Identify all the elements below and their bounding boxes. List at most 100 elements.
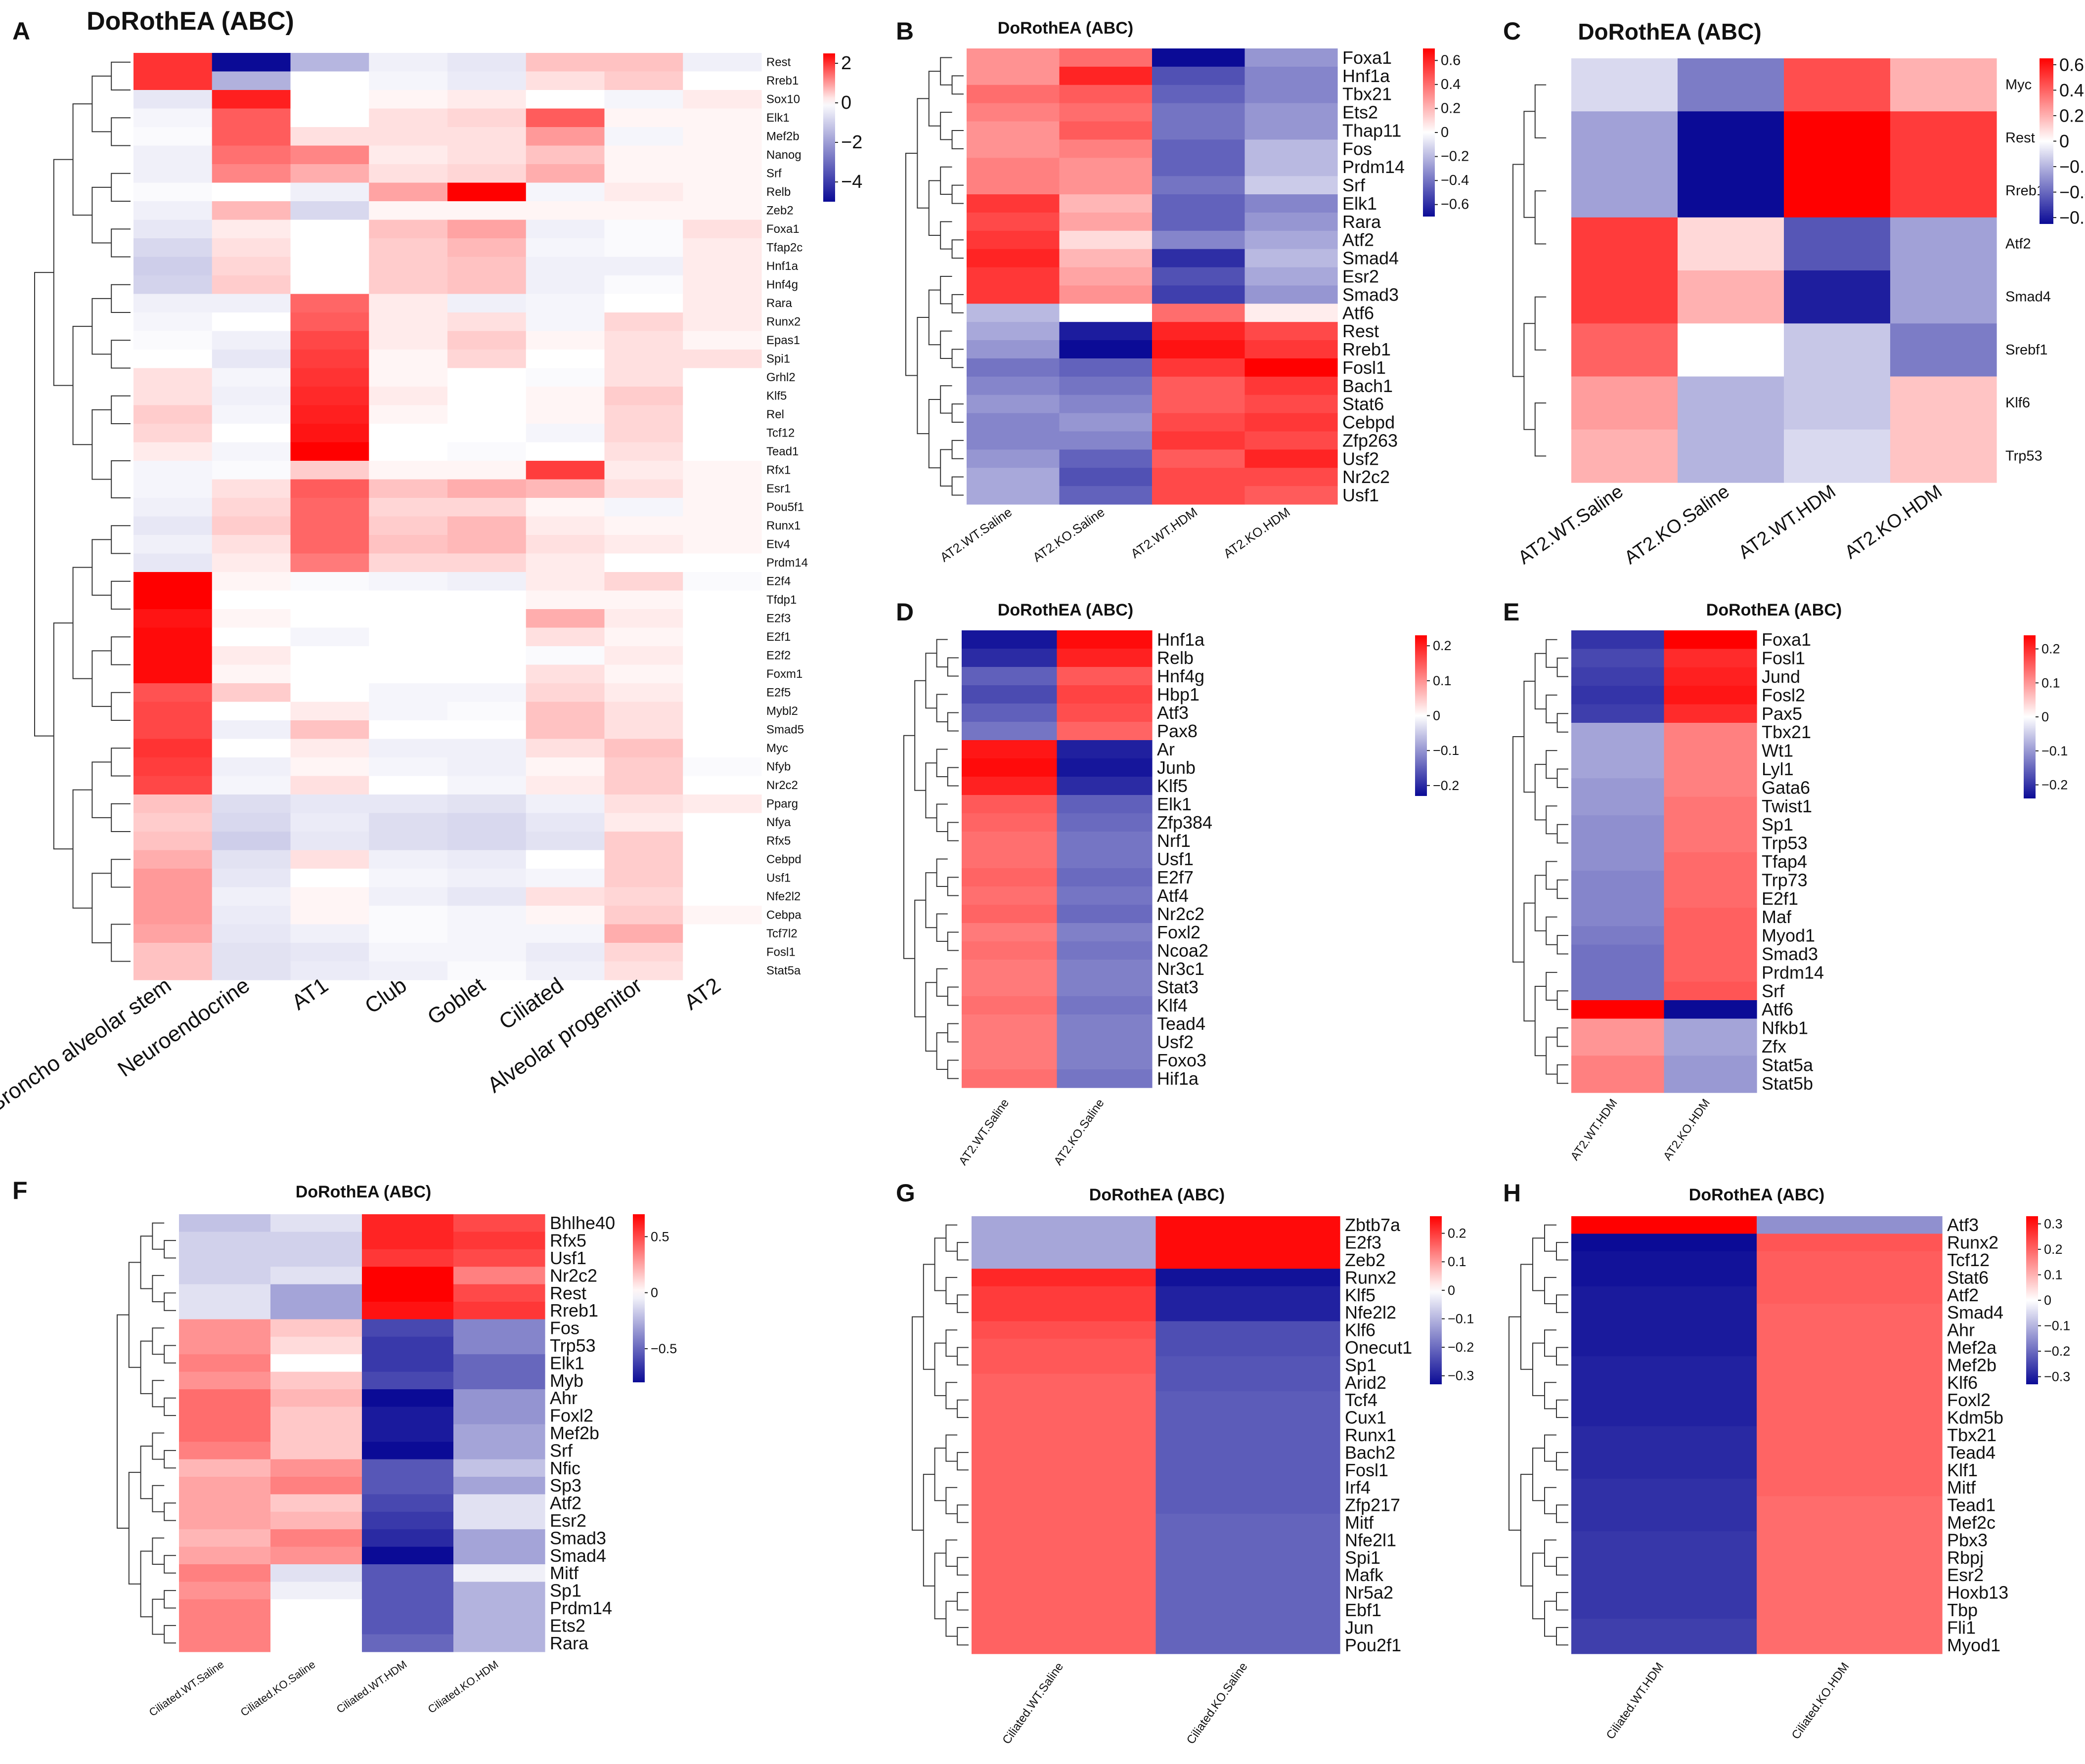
panel-F-row-label: Prdm14 [550,1598,612,1618]
panel-A-cell [369,850,448,869]
panel-F-title: DoRothEA (ABC) [296,1183,431,1201]
panel-A-cell [290,71,369,90]
panel-B-row-label: Nr2c2 [1342,467,1390,487]
panel-A-cell [604,664,683,684]
panel-E-dendrogram-branch [1546,1036,1557,1075]
panel-A-cell [683,220,762,239]
panel-B: B DoRothEA (ABC) Foxa1Hnf1aTbx21Ets2Thap11… [896,17,1469,565]
panel-F-row-label: Myb [550,1370,583,1391]
panel-A-cell [369,461,448,480]
panel-B-cell [1244,139,1338,158]
panel-G-dendrogram-branch [945,1329,958,1357]
panel-E-cell [1571,926,1665,945]
panel-F-cell [362,1529,454,1547]
panel-D-colorbar-tick-label: 0.1 [1433,673,1452,688]
panel-F-cell [453,1214,545,1232]
panel-H-cell [1757,1286,1943,1304]
panel-H-cell [1571,1636,1757,1654]
panel-B-cell [1152,304,1245,322]
panel-A-cell [447,387,527,406]
panel-A-cell [369,90,448,109]
panel-A-cell [447,609,527,628]
panel-H-cell [1571,1461,1757,1479]
panel-A-cell [212,924,291,943]
panel-A-cell [290,220,369,239]
panel-B-cell [1152,267,1245,286]
panel-B-cell [1152,449,1245,468]
panel-C-cell [1678,323,1784,377]
panel-A-cell [369,535,448,554]
panel-G-cell [972,1338,1156,1357]
panel-B-cell [1244,48,1338,67]
panel-D-row-label: Foxl2 [1157,922,1200,942]
panel-B-cell [967,121,1060,140]
panel-A-dendrogram-branch [111,924,131,962]
panel-A-cell [683,442,762,461]
panel-G-cell [972,1479,1156,1497]
panel-H-cell [1757,1513,1943,1532]
panel-A-cell [604,71,683,90]
panel-B-row-label: Thap11 [1342,120,1401,140]
panel-A-cell [526,646,605,665]
panel-A-row-label: E2f2 [766,649,791,662]
panel-B-cell [1244,486,1338,505]
panel-B-dendrogram-branch [940,276,952,305]
panel-F-cell [362,1407,454,1425]
panel-A-cell [290,387,369,406]
panel-A-cell [526,275,605,295]
panel-B-dendrogram-branch [905,153,918,376]
panel-A-cell [212,71,291,90]
panel-E-row-label: Tfap4 [1762,851,1807,872]
panel-A-cell [447,405,527,424]
panel-A-cell [133,794,213,814]
panel-D-cell [1057,630,1153,649]
panel-H-cell [1757,1566,1943,1584]
panel-A-cell [212,108,291,128]
panel-E-cell [1571,796,1665,816]
panel-A-cell [369,553,448,573]
panel-A-dendrogram-branch [91,539,112,596]
panel-A-cell [133,331,213,350]
panel-A-cell [290,145,369,165]
panel-C-row-label: Myc [2005,77,2032,93]
panel-B-cell [1059,395,1153,414]
panel-A-cell [604,590,683,610]
panel-F-cell [270,1319,362,1337]
panel-A-row-label: Runx1 [766,519,800,532]
panel-A-dendrogram-branch [111,525,131,554]
panel-D-cell [962,996,1058,1015]
panel-B-cell [1152,358,1245,377]
panel-A-cell [133,71,213,90]
panel-A-cell [290,257,369,276]
panel-H-title: DoRothEA (ABC) [1689,1186,1824,1204]
panel-E-dendrogram-branch [1523,902,1535,1022]
panel-E-cell [1664,630,1757,649]
panel-B-cell [967,358,1060,377]
panel-A-cell [133,90,213,109]
panel-A-row-label: Foxa1 [766,222,799,236]
panel-A-cell [447,646,527,665]
panel-E-dendrogram-branch [1534,764,1547,821]
panel-B-cell [1059,121,1153,140]
panel-B-dendrogram-branch [928,398,941,469]
panel-A-cell [212,201,291,220]
panel-G-dendrogram-branch [957,1347,969,1366]
panel-D-dendrogram-branch [947,877,959,896]
panel-G-row-label: Spi1 [1345,1547,1380,1568]
panel-A-row-label: Hnf4g [766,278,798,291]
panel-A-cell [604,442,683,461]
panel-F-cell [270,1407,362,1425]
panel-A-cell [369,312,448,332]
panel-E-row-label: Trp53 [1762,833,1808,853]
panel-E-row-label: Gata6 [1762,777,1810,797]
panel-A-cell [683,702,762,721]
panel-H-colorbar-tick-label: 0.3 [2044,1216,2063,1231]
panel-A-cell [290,350,369,369]
panel-C-cell [1678,376,1784,430]
panel-A-dendrogram-branch [111,395,131,424]
panel-H-row-label: Kdm5b [1947,1408,2003,1428]
panel-E-dendrogram-branch [1534,653,1547,709]
panel-A-dendrogram-branch [111,692,131,721]
panel-H-cell [1571,1373,1757,1392]
panel-A-row-label: Rest [766,55,791,69]
